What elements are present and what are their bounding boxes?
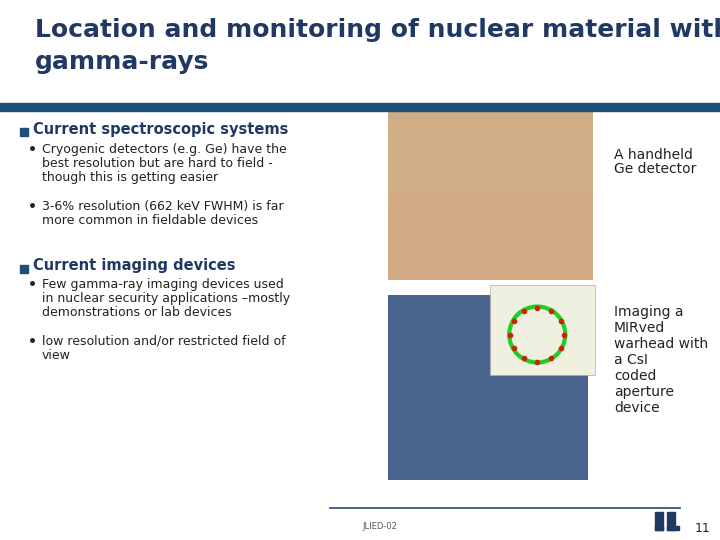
Bar [655, 512, 663, 530]
Bar [388, 295, 588, 480]
Text: Location and monitoring of nuclear material with: Location and monitoring of nuclear mater… [35, 18, 720, 42]
Text: low resolution and/or restricted field of: low resolution and/or restricted field o… [42, 335, 286, 348]
Text: device: device [614, 401, 660, 415]
Text: Current spectroscopic systems: Current spectroscopic systems [33, 122, 289, 137]
Bar [490, 285, 595, 375]
Text: 3-6% resolution (662 keV FWHM) is far: 3-6% resolution (662 keV FWHM) is far [42, 200, 284, 213]
Bar [655, 526, 663, 530]
Text: in nuclear security applications –mostly: in nuclear security applications –mostly [42, 292, 290, 305]
Bar [0, 103, 720, 111]
Text: best resolution but are hard to field -: best resolution but are hard to field - [42, 157, 273, 170]
Text: view: view [42, 349, 71, 362]
Bar [667, 512, 675, 530]
Text: demonstrations or lab devices: demonstrations or lab devices [42, 306, 232, 319]
Bar [667, 526, 679, 530]
Bar [20, 265, 28, 273]
Text: gamma-rays: gamma-rays [35, 50, 210, 74]
Text: Cryogenic detectors (e.g. Ge) have the: Cryogenic detectors (e.g. Ge) have the [42, 143, 287, 156]
Text: 11: 11 [695, 522, 711, 535]
Text: warhead with: warhead with [614, 337, 708, 351]
Text: MIRved: MIRved [614, 321, 665, 335]
Text: aperture: aperture [614, 385, 674, 399]
Bar [388, 193, 593, 280]
Text: Imaging a: Imaging a [614, 305, 683, 319]
Text: JLIED-02: JLIED-02 [363, 522, 397, 531]
Bar [20, 128, 28, 136]
Text: Current imaging devices: Current imaging devices [33, 258, 235, 273]
Text: more common in fieldable devices: more common in fieldable devices [42, 214, 258, 227]
Text: a CsI: a CsI [614, 353, 648, 367]
Text: though this is getting easier: though this is getting easier [42, 171, 218, 184]
Text: Ge detector: Ge detector [614, 162, 696, 176]
Text: A handheld: A handheld [614, 148, 693, 162]
Text: coded: coded [614, 369, 657, 383]
Text: Few gamma-ray imaging devices used: Few gamma-ray imaging devices used [42, 278, 284, 291]
Bar [388, 105, 593, 280]
